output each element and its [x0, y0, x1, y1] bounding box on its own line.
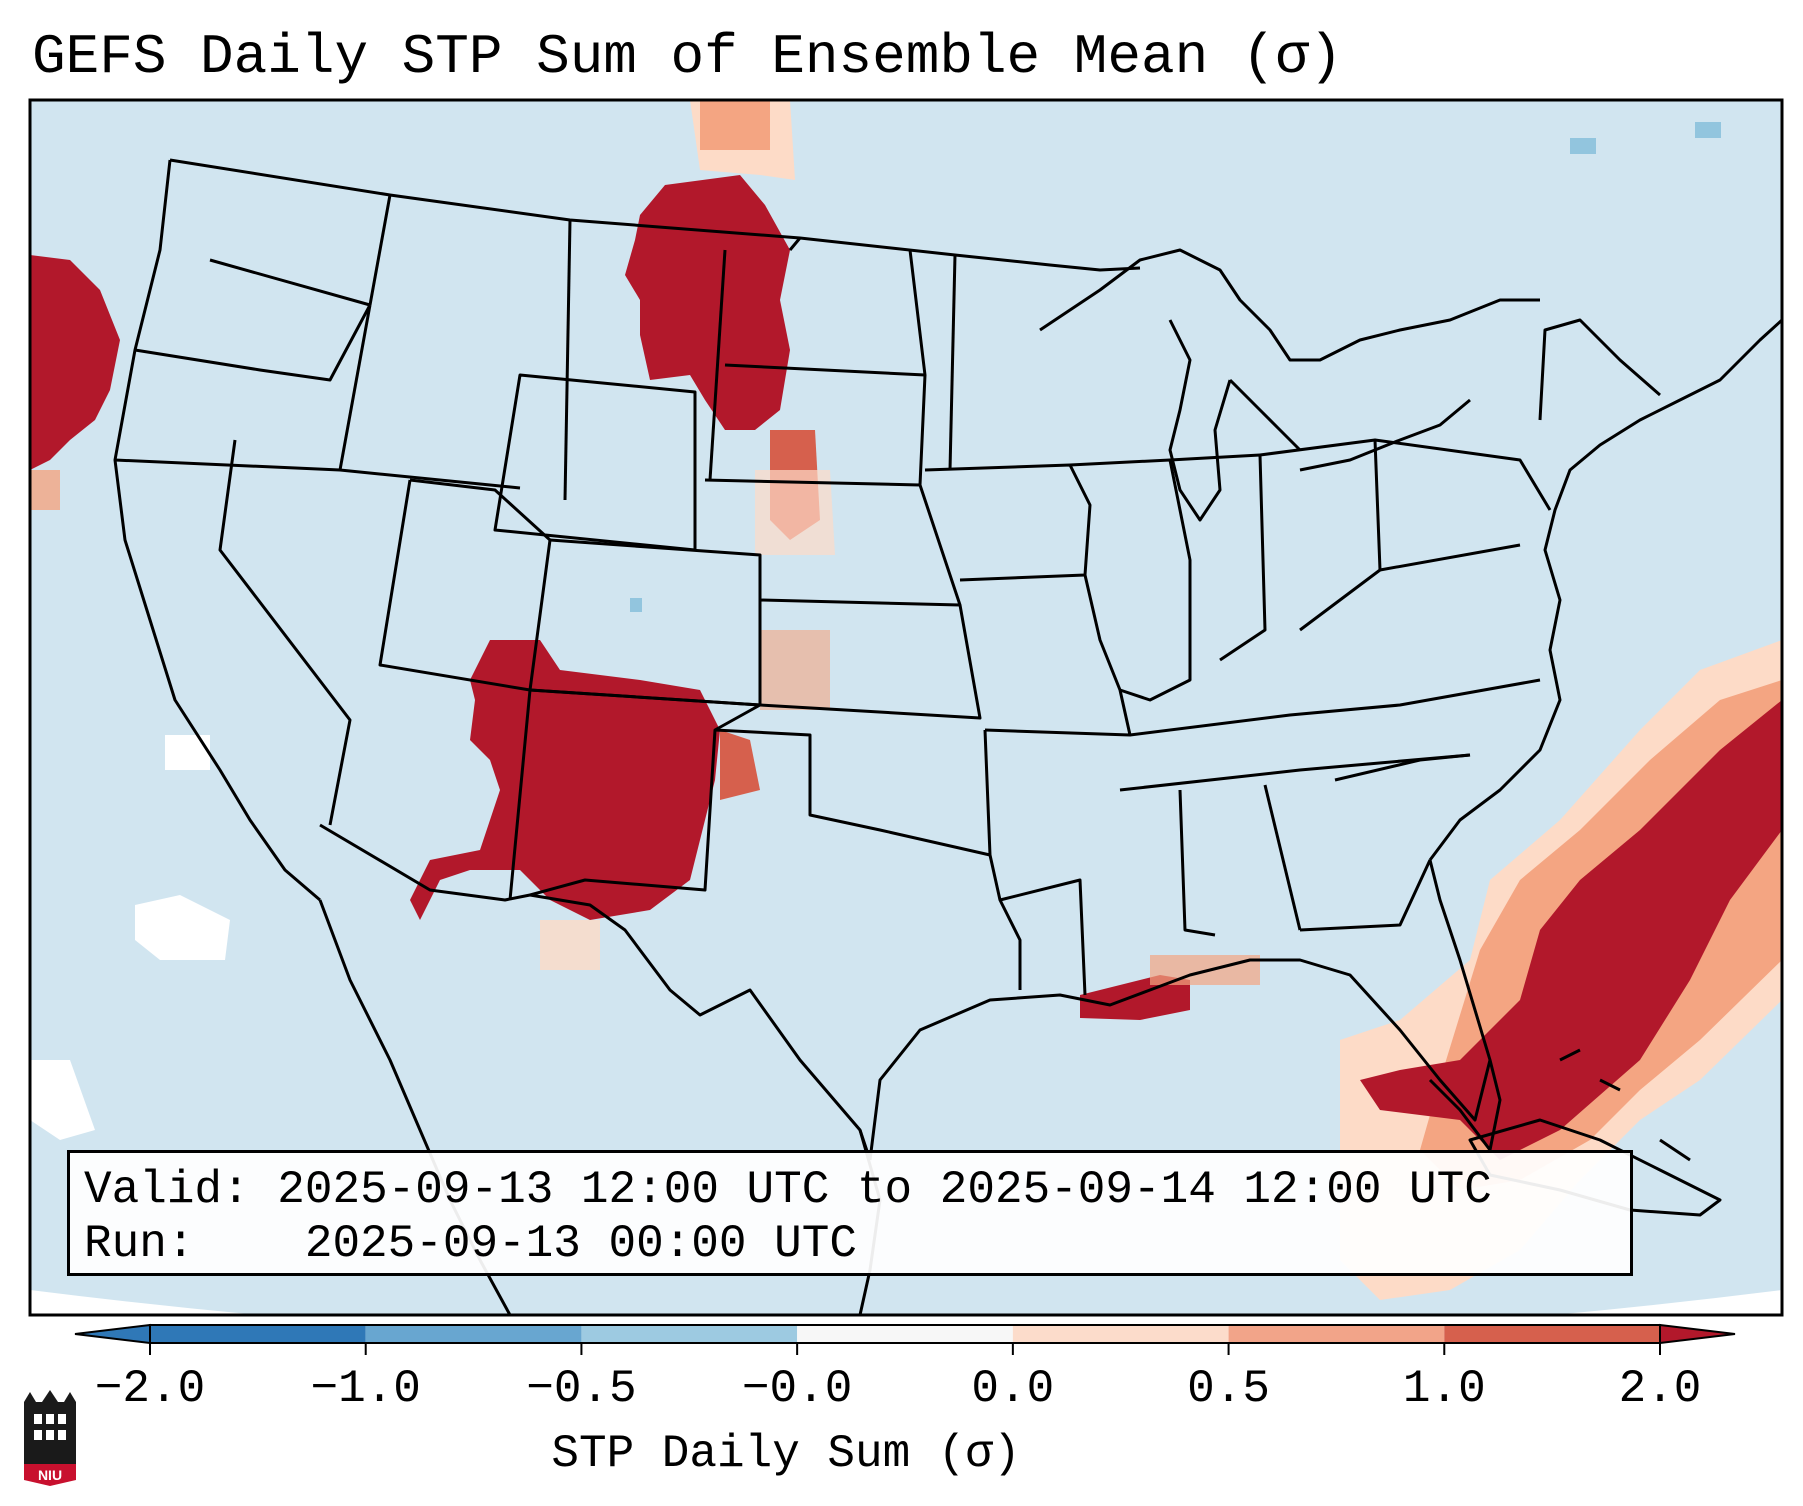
valid-value: 2025-09-13 12:00 UTC to 2025-09-14 12:00… [277, 1164, 1492, 1216]
near-zero-patch [165, 735, 210, 770]
us-mexico-border [319, 823, 872, 1161]
negative-anomaly-patch [1695, 122, 1721, 138]
state-line [134, 304, 372, 382]
anomaly-region-nebraska-faint [755, 470, 835, 555]
state-line [1069, 458, 1192, 702]
anomaly-region-montana-light [700, 100, 770, 150]
state-line [338, 304, 372, 471]
state-line [708, 249, 727, 481]
niu-logo: NIU [24, 1390, 76, 1486]
boundary-lines [113, 158, 1782, 1315]
map-frame [28, 98, 1784, 1317]
colorbar-tick-label: 0.0 [971, 1363, 1055, 1415]
state-line [704, 249, 927, 487]
map-background [30, 100, 1782, 1315]
colorbar-tick-label: 1.0 [1402, 1363, 1486, 1415]
negative-anomaly-patch [630, 598, 642, 612]
state-line [988, 854, 1022, 990]
run-row: Run: 2025-09-13 00:00 UTC [84, 1217, 1616, 1271]
anomaly-region-pacific-nw [30, 255, 120, 470]
state-line [409, 478, 552, 542]
state-line [529, 703, 761, 897]
state-line [714, 728, 992, 857]
state-line [724, 363, 926, 377]
colorbar-tick-label: −1.0 [310, 1363, 421, 1415]
state-line [1178, 789, 1216, 937]
run-value: 2025-09-13 00:00 UTC [304, 1218, 857, 1270]
near-zero-patch [30, 1060, 95, 1140]
near-zero-patch [135, 895, 230, 960]
state-line [1169, 453, 1267, 662]
map-title: GEFS Daily STP Sum of Ensemble Mean (σ) [32, 25, 1343, 89]
state-line [209, 258, 371, 307]
state-line [999, 878, 1087, 996]
colorbar-tick-label: −0.5 [526, 1363, 637, 1415]
niu-logo-text: NIU [38, 1467, 62, 1483]
anomaly-region-west-texas [720, 730, 760, 800]
valid-label: Valid: [84, 1164, 250, 1216]
state-line [948, 254, 957, 471]
colorbar-label: STP Daily Sum (σ) [551, 1428, 1021, 1480]
colorbar-tick-label: −2.0 [94, 1363, 206, 1415]
lake-erie [1299, 398, 1471, 472]
anomaly-region-southwest-faint [540, 920, 600, 970]
negative-anomaly-patch [1570, 138, 1596, 154]
bahamas [1559, 1048, 1691, 1162]
anomaly-region-pacific-nw-edge [30, 470, 60, 510]
colorbar-tick-label: 0.5 [1187, 1363, 1270, 1415]
state-line [1334, 753, 1471, 782]
state-line [759, 604, 982, 720]
state-line [563, 219, 572, 501]
state-line [788, 237, 802, 251]
state-line [1299, 859, 1432, 932]
anomaly-region-southeast [1360, 700, 1782, 1160]
state-line [1129, 678, 1541, 737]
state-line [1379, 543, 1521, 572]
lake-michigan-east [1228, 378, 1302, 452]
state-line [1538, 318, 1661, 421]
state-line [508, 689, 532, 901]
run-label: Run: [84, 1218, 195, 1270]
valid-row: Valid: 2025-09-13 12:00 UTC to 2025-09-1… [84, 1163, 1616, 1217]
state-line [924, 463, 1092, 582]
us-west-coast [113, 159, 321, 902]
colorbar-tick-label: 2.0 [1618, 1363, 1702, 1415]
stp-anomaly-field [30, 100, 1782, 1300]
anomaly-region-kansas-faint [760, 630, 830, 710]
lake-michigan [1168, 319, 1232, 522]
state-line [1374, 438, 1552, 511]
state-line [1263, 784, 1302, 931]
gulf-coast [868, 859, 1492, 1161]
state-line [218, 439, 352, 826]
anomaly-region-southwest [410, 640, 720, 920]
valid-run-info-box: Valid: 2025-09-13 12:00 UTC to 2025-09-1… [67, 1150, 1633, 1276]
great-lakes [1039, 248, 1540, 362]
state-line [1119, 753, 1471, 792]
colorbar-tick-label: −0.0 [741, 1363, 853, 1415]
atlantic-coast [1428, 318, 1782, 861]
canada-us-border [169, 158, 1141, 272]
state-line [368, 194, 392, 306]
